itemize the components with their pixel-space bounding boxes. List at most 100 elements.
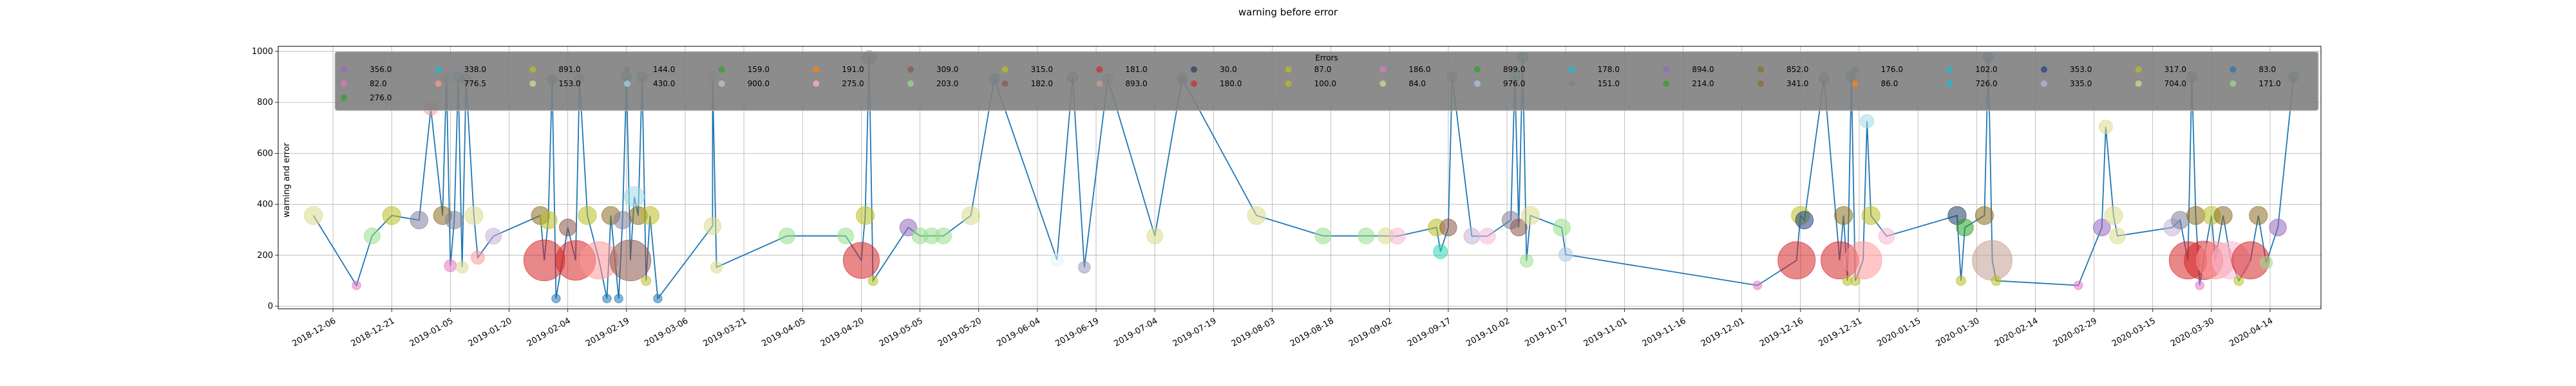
legend-entry-label: 776.5 <box>464 79 486 88</box>
data-point <box>1956 219 1974 237</box>
data-point <box>1972 240 2012 281</box>
legend-marker <box>1757 66 1764 73</box>
legend-marker <box>1757 80 1764 87</box>
legend-entry-label: 976.0 <box>1503 79 1525 88</box>
data-point <box>1558 247 1573 262</box>
y-tick-label: 400 <box>257 200 273 210</box>
legend-entry-label: 144.0 <box>653 65 675 74</box>
data-point <box>1358 227 1375 244</box>
legend-entry-label: 159.0 <box>748 65 770 74</box>
legend-entry-label: 356.0 <box>370 65 392 74</box>
data-point <box>1433 244 1448 259</box>
data-point <box>352 280 361 290</box>
x-tick-label: 2020-03-30 <box>2169 316 2216 349</box>
x-tick-label: 2018-12-21 <box>349 316 396 349</box>
x-tick-label: 2019-09-02 <box>1347 316 1394 349</box>
data-point <box>2074 280 2083 290</box>
legend-marker <box>1663 66 1670 73</box>
data-point <box>1795 210 1814 230</box>
legend-marker <box>341 95 347 101</box>
data-point <box>602 294 612 304</box>
legend-marker <box>1852 66 1859 73</box>
x-tick-label: 2019-10-17 <box>1523 316 1570 349</box>
data-point <box>1975 206 1994 225</box>
data-point <box>1389 228 1406 244</box>
legend-marker <box>1191 80 1197 87</box>
legend-marker <box>1379 80 1387 87</box>
x-tick-label: 2019-11-16 <box>1641 316 1688 349</box>
data-point <box>653 294 663 304</box>
legend-entry-label: 893.0 <box>1125 79 1147 88</box>
x-tick-label: 2019-05-05 <box>878 316 925 349</box>
legend-marker <box>2135 66 2142 73</box>
legend-entry-label: 191.0 <box>842 65 864 74</box>
data-point <box>899 219 917 237</box>
legend-entry-label: 186.0 <box>1408 65 1430 74</box>
data-point <box>1752 280 1763 290</box>
data-point <box>614 294 623 304</box>
data-point <box>1777 241 1816 280</box>
data-point <box>710 261 723 274</box>
legend-marker <box>624 66 630 73</box>
data-point <box>2249 206 2268 225</box>
legend-entry-label: 726.0 <box>1975 79 1997 88</box>
legend-entry-label: 84.0 <box>1408 79 1426 88</box>
data-point <box>1861 206 1880 225</box>
data-point <box>1510 219 1528 237</box>
legend-marker <box>1191 66 1197 73</box>
x-tick-label: 2019-06-04 <box>995 316 1042 349</box>
legend-marker <box>718 66 725 73</box>
legend-marker <box>2041 66 2047 73</box>
legend-entry-label: 102.0 <box>1975 65 1997 74</box>
data-point <box>1956 275 1966 286</box>
y-tick-label: 800 <box>257 98 273 107</box>
data-point <box>867 275 878 286</box>
x-tick-label: 2019-01-05 <box>408 316 455 349</box>
data-point <box>304 206 323 225</box>
legend-marker <box>2230 66 2237 73</box>
legend-entry-label: 30.0 <box>1220 65 1237 74</box>
data-point <box>1553 219 1571 237</box>
data-point <box>2259 256 2273 270</box>
data-point <box>961 206 981 225</box>
x-tick-label: 2019-03-21 <box>701 316 748 349</box>
legend-entry-label: 900.0 <box>748 79 770 88</box>
data-point <box>2195 280 2204 290</box>
plot-frame <box>278 46 2322 309</box>
data-point <box>455 261 469 274</box>
data-point <box>1078 261 1091 274</box>
legend-marker <box>1946 80 1953 87</box>
legend-marker <box>341 66 347 73</box>
data-point <box>1247 206 1266 225</box>
data-point <box>855 206 875 225</box>
x-tick-label: 2020-03-15 <box>2110 316 2157 349</box>
x-tick-label: 2019-04-20 <box>819 316 866 349</box>
x-tick-label: 2019-01-20 <box>467 316 514 349</box>
x-tick-label: 2020-04-14 <box>2228 316 2275 349</box>
legend-entry-label: 894.0 <box>1692 65 1714 74</box>
legend-marker <box>1096 66 1103 73</box>
data-point <box>641 275 652 286</box>
data-point <box>837 227 854 244</box>
x-tick-label: 2019-12-01 <box>1700 316 1747 349</box>
x-tick-label: 2018-12-06 <box>290 316 337 349</box>
legend-entry-label: 176.0 <box>1881 65 1903 74</box>
x-tick-label: 2019-11-01 <box>1582 316 1629 349</box>
legend-entry-label: 338.0 <box>464 65 486 74</box>
data-point <box>842 242 880 279</box>
data-point <box>613 210 632 230</box>
data-point <box>1050 253 1064 267</box>
legend-entry-label: 891.0 <box>558 65 580 74</box>
data-point <box>1878 228 1895 244</box>
legend-entry-label: 181.0 <box>1125 65 1147 74</box>
data-point <box>444 259 457 272</box>
x-tick-label: 2019-05-20 <box>936 316 983 349</box>
data-point <box>779 227 795 244</box>
legend-marker <box>813 66 820 73</box>
legend-marker <box>718 80 725 87</box>
data-point <box>2213 206 2233 225</box>
legend: Errors 356.0 338.0 891.0 144.0 159.0 191.0 309.… <box>334 51 2319 111</box>
data-point <box>578 206 597 225</box>
data-point <box>1834 206 1853 225</box>
